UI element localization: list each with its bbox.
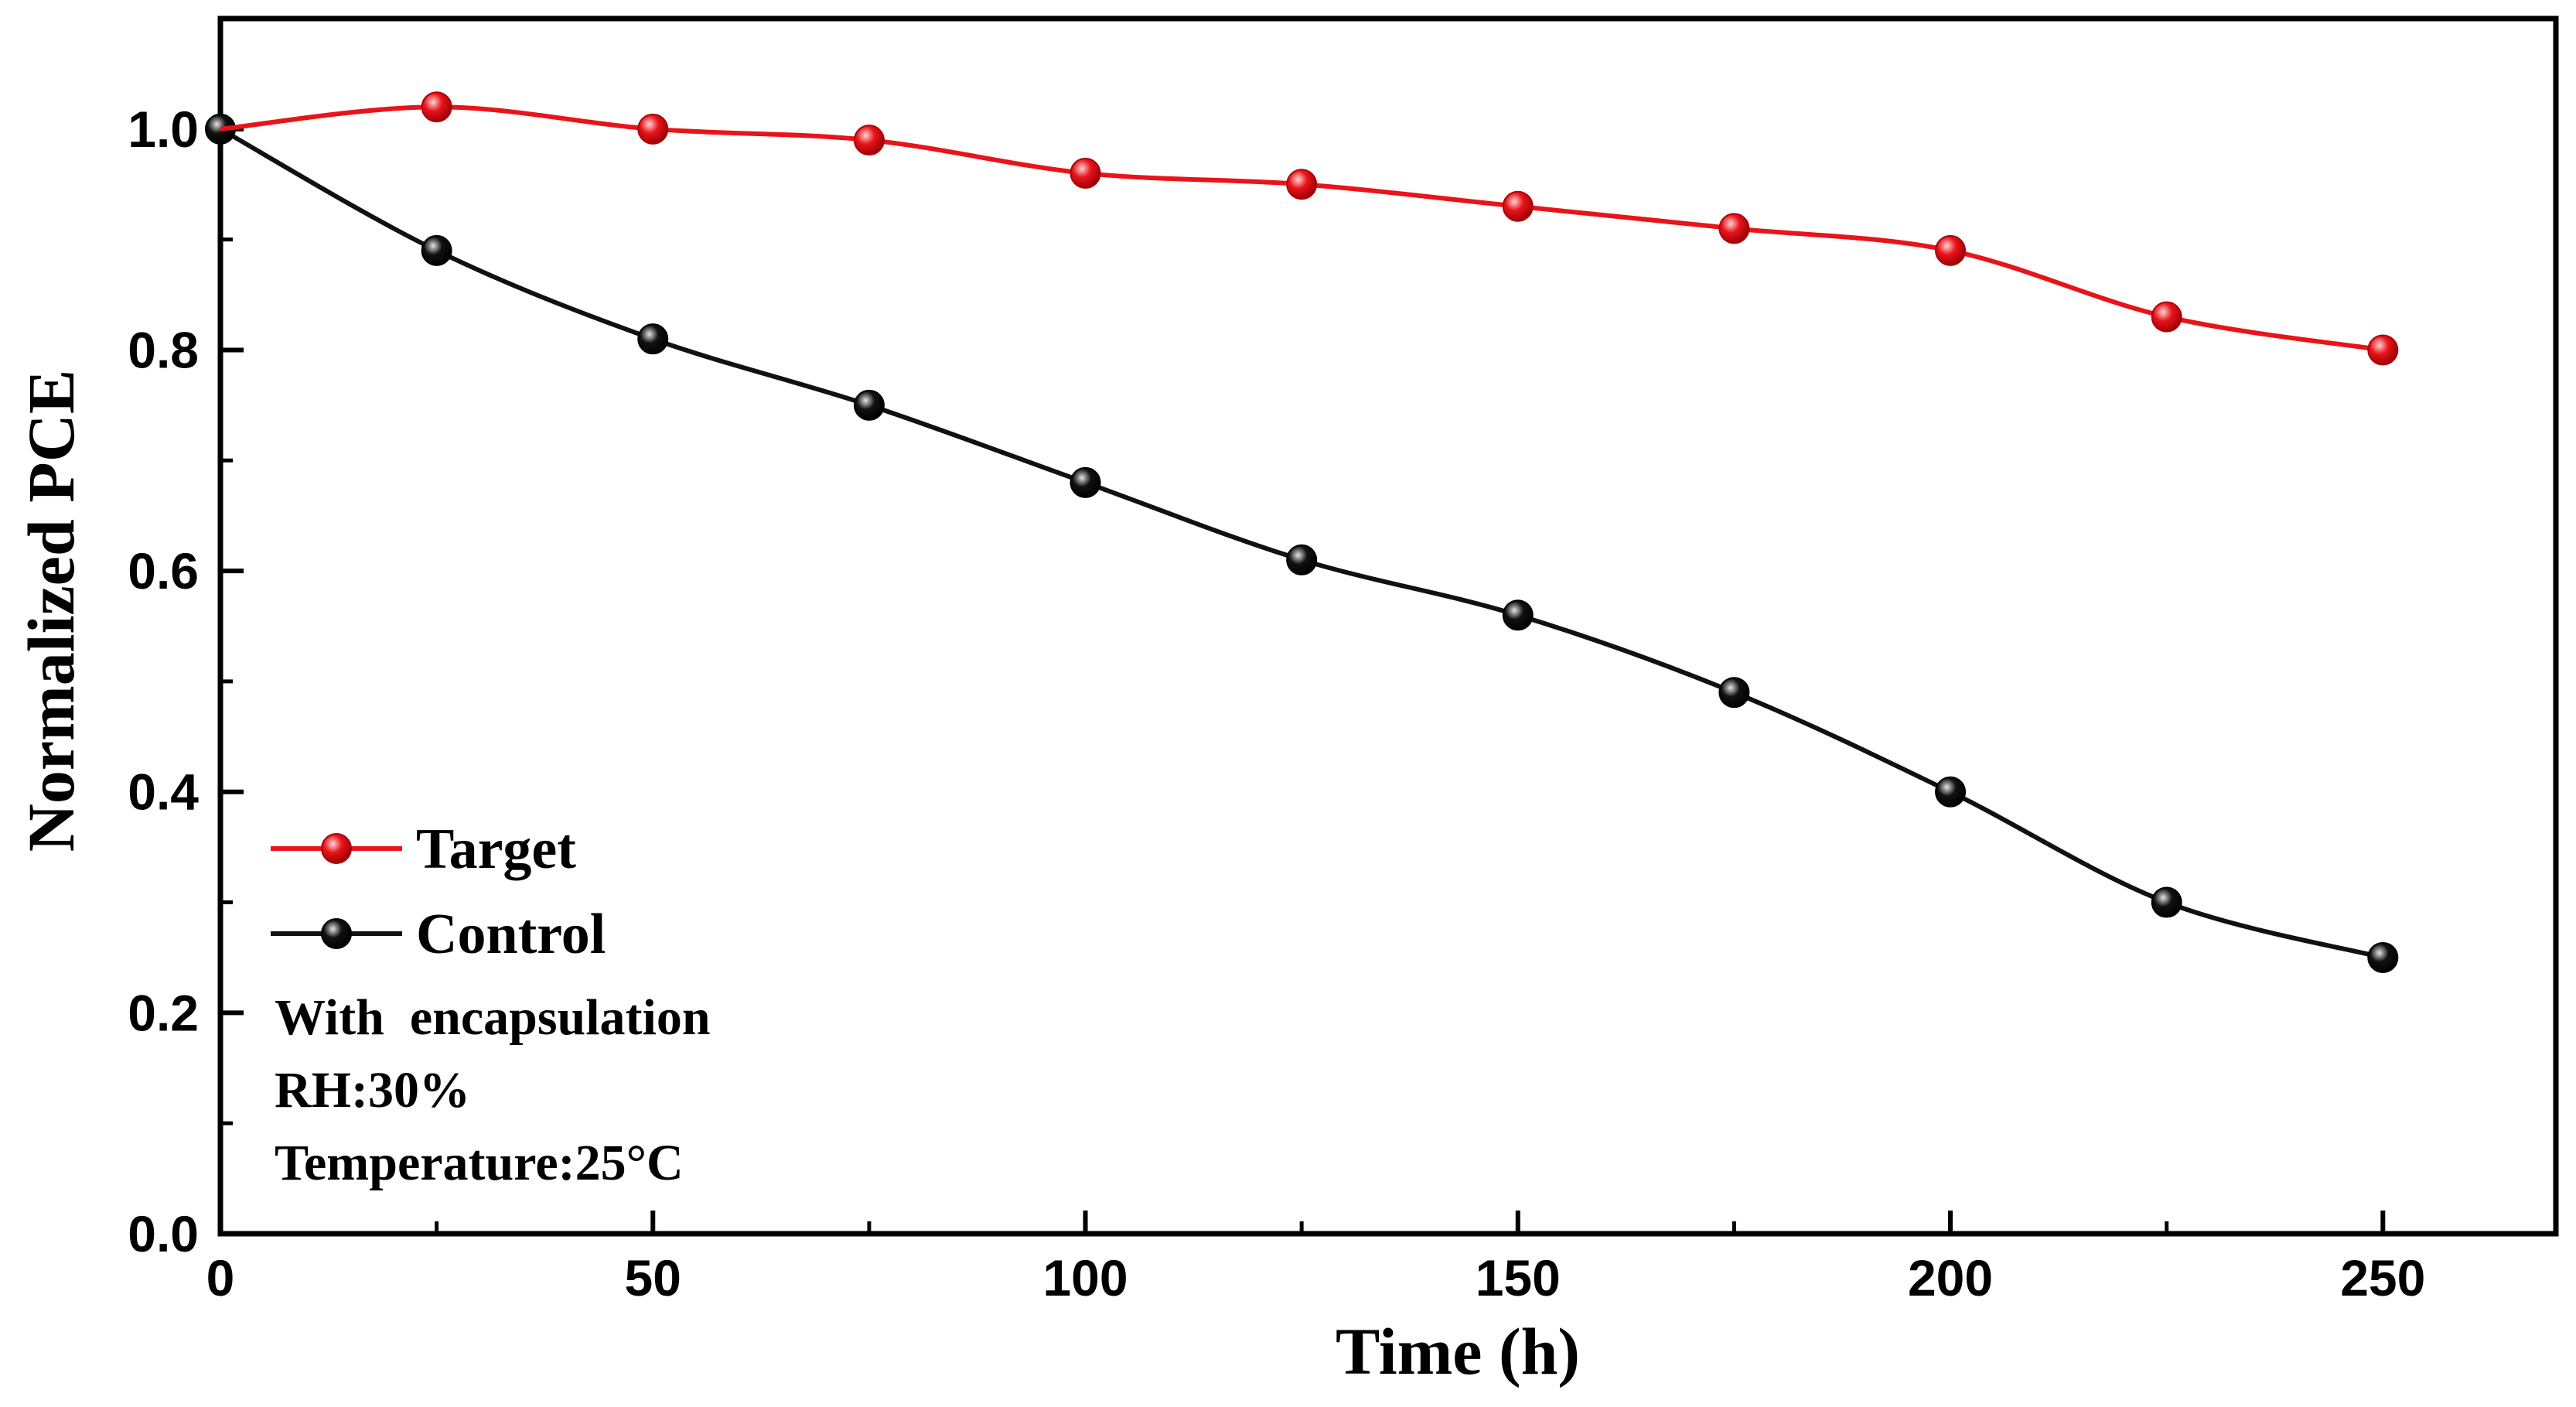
data-point-target <box>2367 334 2399 366</box>
data-point-control <box>2151 886 2182 918</box>
data-point-target <box>1718 213 1750 244</box>
y-axis-title: Normalized PCE <box>14 370 88 852</box>
x-tick-label: 150 <box>1476 1249 1561 1306</box>
y-tick-label: 0.4 <box>128 763 199 821</box>
data-point-target <box>421 91 452 123</box>
data-point-control <box>2367 941 2399 973</box>
data-point-control <box>1070 466 1101 498</box>
axes-layer: 0 50 100 150 200 250 0.0 0.2 0.4 0.6 0.8 1.0 <box>128 15 2559 1306</box>
x-tick-label: 200 <box>1908 1249 1993 1306</box>
legend-label-target: Target <box>416 818 576 881</box>
annotation-temperature: Temperature:25°C <box>275 1135 684 1191</box>
legend-label-control: Control <box>416 903 606 966</box>
data-point-control <box>1286 544 1318 575</box>
legend-marker-control <box>321 918 352 949</box>
x-axis-title: Time (h) <box>1336 1314 1580 1388</box>
x-tick-label: 50 <box>625 1249 681 1306</box>
plot-frame <box>217 15 2559 1237</box>
annotation-block: With encapsulation RH:30% Temperature:25… <box>275 989 711 1191</box>
data-point-target <box>853 125 885 156</box>
data-point-target <box>1502 190 1534 222</box>
data-point-target <box>2151 301 2182 333</box>
annotation-encapsulation: With encapsulation <box>275 989 711 1046</box>
series-control <box>205 113 2399 973</box>
series-line-target <box>220 104 2383 353</box>
data-point-control <box>1502 599 1534 631</box>
y-tick-label: 0.6 <box>128 542 199 599</box>
data-point-control <box>1718 677 1750 709</box>
data-point-control <box>1935 776 1967 808</box>
x-tick-label: 100 <box>1042 1249 1128 1306</box>
y-tick-label: 1.0 <box>128 101 199 158</box>
legend: Target Control <box>271 818 606 966</box>
y-tick-label: 0.8 <box>128 321 199 378</box>
data-point-control <box>853 389 885 421</box>
data-point-target <box>637 113 669 145</box>
series-layer <box>205 91 2399 973</box>
data-point-control <box>421 234 452 266</box>
annotation-humidity: RH:30% <box>275 1062 470 1118</box>
data-point-target <box>1935 234 1967 266</box>
data-point-control <box>637 323 669 355</box>
data-point-target <box>1286 169 1318 200</box>
x-tick-label: 0 <box>206 1249 235 1306</box>
data-point-target <box>1070 157 1101 189</box>
legend-marker-target <box>321 833 352 864</box>
x-tick-label: 250 <box>2340 1249 2425 1306</box>
y-tick-label: 0.2 <box>128 984 199 1041</box>
y-tick-label: 0.0 <box>128 1205 199 1262</box>
series-target <box>220 91 2399 366</box>
